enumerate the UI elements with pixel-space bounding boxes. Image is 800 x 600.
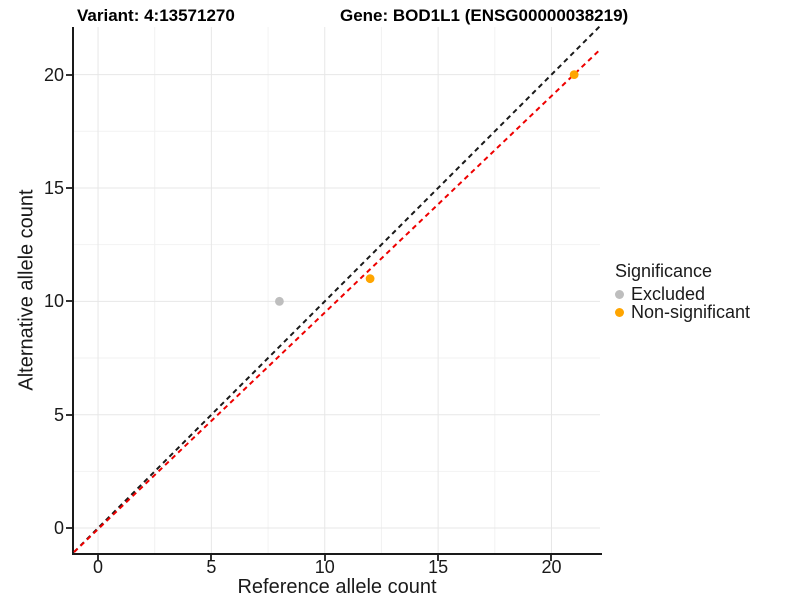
y-tick-label: 10: [43, 291, 64, 312]
non-significant-dot-icon: [615, 307, 624, 317]
y-axis-line: [72, 27, 74, 555]
x-axis-line: [72, 553, 602, 555]
y-tick-mark: [66, 300, 72, 303]
gene-title: Gene: BOD1L1 (ENSG00000038219): [340, 6, 629, 25]
x-tick-mark: [323, 555, 326, 561]
x-tick-mark: [97, 555, 100, 561]
data-point-non-significant: [365, 274, 375, 284]
legend-item-label: Excluded: [631, 283, 706, 304]
y-axis-title: Alternative allele count: [15, 189, 38, 391]
y-tick-mark: [66, 413, 72, 416]
plot-panel: [73, 25, 601, 553]
legend-title: Significance: [615, 261, 713, 281]
data-point-excluded: [275, 296, 284, 306]
x-tick-label: 20: [541, 557, 562, 577]
data-point-non-significant: [569, 70, 579, 80]
y-tick-label: 20: [43, 64, 64, 85]
legend: Significance Excluded Non-significant: [615, 261, 751, 322]
scatter-canvas: [73, 25, 601, 553]
y-tick-label: 15: [43, 177, 64, 198]
legend-item-excluded: Excluded: [615, 283, 750, 304]
x-tick-label: 0: [93, 557, 104, 577]
x-tick-label: 15: [428, 557, 449, 577]
x-tick-mark: [210, 555, 213, 561]
variant-title: Variant: 4:13571270: [77, 6, 235, 25]
legend-item-label: Non-significant: [631, 301, 751, 322]
y-tick-mark: [66, 186, 72, 189]
x-tick-label: 10: [314, 557, 335, 577]
identity-line: [73, 25, 601, 553]
y-tick-label: 0: [53, 518, 64, 539]
y-tick-label: 5: [53, 404, 64, 425]
x-tick-mark: [550, 555, 553, 561]
y-tick-mark: [66, 527, 72, 530]
x-tick-label: 5: [206, 557, 217, 577]
excluded-dot-icon: [615, 289, 624, 299]
x-axis-title: Reference allele count: [237, 576, 437, 598]
legend-item-non-significant: Non-significant: [615, 301, 751, 322]
x-tick-mark: [437, 555, 440, 561]
y-tick-mark: [66, 73, 72, 76]
fit-line: [73, 48, 601, 553]
